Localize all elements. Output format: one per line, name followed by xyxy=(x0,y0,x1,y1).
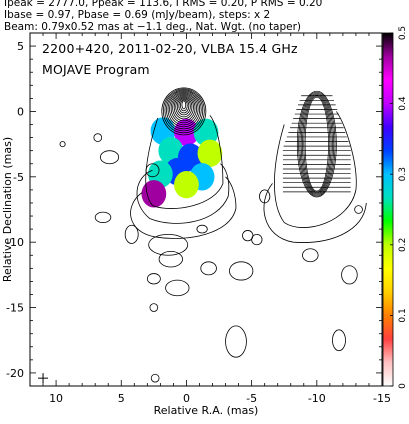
plot-frame xyxy=(29,32,383,387)
polarization-contour xyxy=(298,91,336,197)
polarization-blob xyxy=(332,329,346,352)
jet-contour xyxy=(136,163,230,224)
program-label: MOJAVE Program xyxy=(42,62,150,77)
intensity-blob xyxy=(94,211,112,223)
jet-contour xyxy=(130,176,237,239)
jet-contour xyxy=(145,115,224,209)
intensity-contour xyxy=(170,93,197,124)
colorbar-tick-label: 0.4 xyxy=(398,96,408,111)
intensity-contour xyxy=(169,92,199,126)
header-intensity-line: Ipeak = 2777.0, Ppeak = 113.6, I RMS = 0… xyxy=(4,0,323,9)
polarization-contour xyxy=(302,94,332,194)
intensity-contour xyxy=(178,98,190,114)
y-tick-label: 0 xyxy=(17,105,24,118)
polarization-blob xyxy=(259,189,271,204)
polarization-patch xyxy=(158,136,184,165)
polarization-blob xyxy=(354,205,363,214)
intensity-blob xyxy=(145,163,160,178)
polarization-contour xyxy=(274,111,357,228)
colorbar-tick-label: 0.2 xyxy=(398,238,408,252)
y-tick-label: -5 xyxy=(13,171,24,184)
intensity-blob xyxy=(146,273,161,285)
polarization-patch xyxy=(141,180,167,208)
y-tick-label: -15 xyxy=(6,302,24,315)
intensity-contour xyxy=(179,99,188,112)
intensity-blob xyxy=(100,150,120,165)
intensity-blob xyxy=(196,224,208,234)
x-tick-label: -10 xyxy=(308,392,326,405)
intensity-contour xyxy=(162,88,205,134)
polarization-blob xyxy=(302,248,319,263)
y-tick-label: 5 xyxy=(17,40,24,53)
colorbar-tick-label: 0.1 xyxy=(398,308,408,322)
intensity-contour xyxy=(181,100,187,110)
polarization-contour xyxy=(263,183,367,243)
polarization-contour xyxy=(304,96,329,192)
intensity-contour xyxy=(172,94,196,122)
intensity-blob xyxy=(149,303,159,312)
y-tick-label: -10 xyxy=(6,236,24,249)
intensity-contour xyxy=(176,97,191,116)
intensity-contour xyxy=(164,89,204,132)
polarization-patch xyxy=(174,170,199,199)
intensity-blob xyxy=(200,261,217,276)
polarization-contour xyxy=(296,90,337,198)
map-contents xyxy=(59,87,367,383)
intensity-contour xyxy=(161,87,207,136)
x-axis-label: Relative R.A. (mas) xyxy=(154,404,259,417)
x-tick-label: 0 xyxy=(183,392,190,405)
intensity-blob xyxy=(225,325,247,358)
intensity-blob xyxy=(93,133,103,142)
colorbar-tick-label: 0.5 xyxy=(398,26,408,40)
intensity-blob xyxy=(150,373,160,383)
x-tick-label: 10 xyxy=(49,392,63,405)
polarization-contour xyxy=(300,93,333,195)
source-label: 2200+420, 2011-02-20, VLBA 15.4 GHz xyxy=(42,41,298,56)
header-beam-line: Beam: 0.79x0.52 mas at −1.1 deg., Nat. W… xyxy=(4,21,302,33)
polarization-blob xyxy=(251,233,263,246)
colorbar-tick-label: 0.3 xyxy=(398,167,408,181)
colorbar xyxy=(382,32,394,387)
intensity-contour xyxy=(175,96,193,118)
intensity-blob xyxy=(229,261,254,281)
intensity-contour xyxy=(173,95,194,120)
polarization-blob xyxy=(341,265,358,285)
intensity-blob xyxy=(158,250,183,268)
polarization-patch xyxy=(193,118,219,147)
polarization-contour xyxy=(303,95,331,193)
x-tick-label: 5 xyxy=(118,392,125,405)
intensity-blob xyxy=(59,141,66,148)
y-axis-label: Relative Declination (mas) xyxy=(1,137,14,282)
intensity-blob xyxy=(165,279,190,297)
x-tick-label: -5 xyxy=(246,392,257,405)
x-tick-label: -15 xyxy=(373,392,391,405)
header-base-line: Ibase = 0.97, Pbase = 0.69 (mJy/beam), s… xyxy=(4,9,271,21)
intensity-contour xyxy=(167,91,201,128)
colorbar-tick-label: 0 xyxy=(398,383,408,389)
polarization-contour xyxy=(299,92,335,196)
intensity-blob xyxy=(124,224,139,244)
intensity-blob xyxy=(148,233,189,256)
intensity-contour xyxy=(166,90,202,130)
polarization-patch xyxy=(197,139,223,167)
y-tick-label: -20 xyxy=(6,367,24,380)
